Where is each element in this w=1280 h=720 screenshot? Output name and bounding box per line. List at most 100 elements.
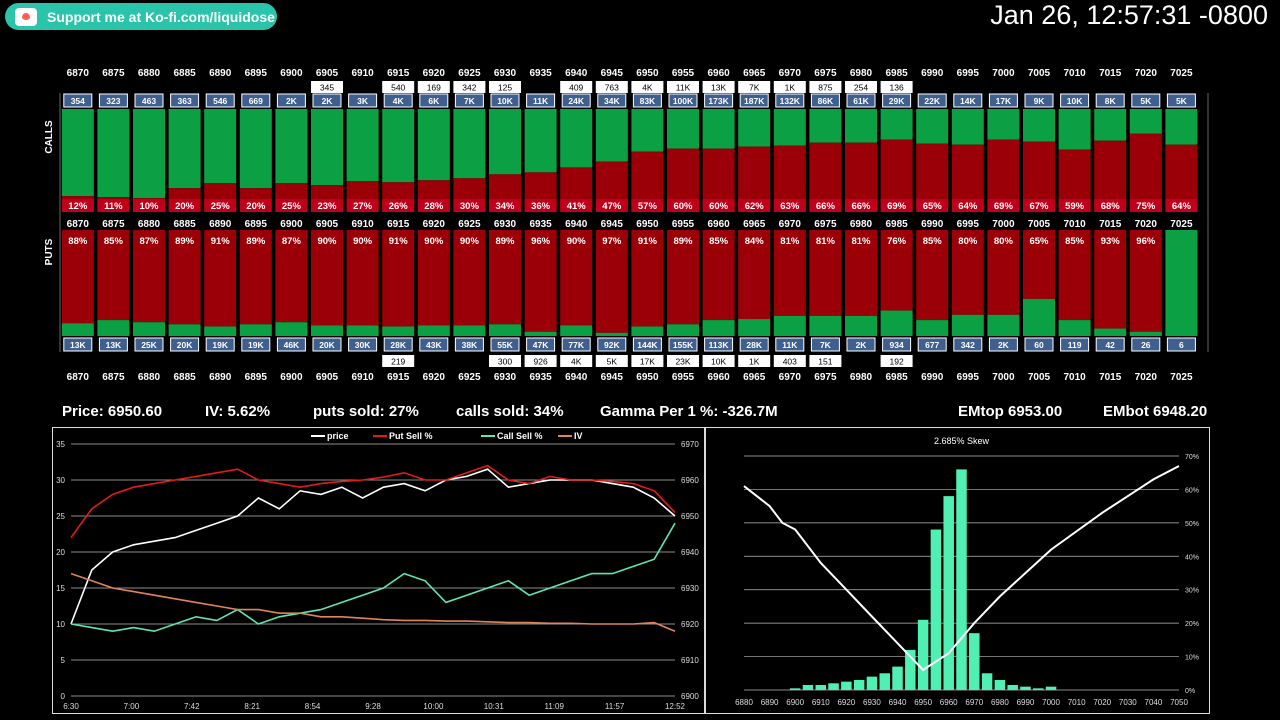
call-oi-badge <box>276 93 306 108</box>
put-bar-red <box>489 230 521 325</box>
call-pct-box <box>382 199 415 212</box>
call-oi-label: 83K <box>640 96 656 106</box>
strike-label-top: 6960 <box>707 68 730 79</box>
put-volume-box <box>738 355 771 367</box>
call-bar-red <box>845 142 877 208</box>
y-right-tick: 30% <box>1185 588 1199 595</box>
skew-line <box>743 465 1180 672</box>
call-oi-label: 10K <box>497 96 513 106</box>
skew-chart: 2.685% Skew 0% 10% 20% 30% 40% 50% 60% 70% 6880 68… <box>705 427 1210 714</box>
call-bar-green <box>453 109 486 179</box>
put-oi-label: 55K <box>497 340 513 350</box>
strike-label-top: 6950 <box>636 68 659 79</box>
skew-bar <box>802 684 814 690</box>
call-bar-green <box>382 109 415 183</box>
put-pct-label: 90% <box>460 236 480 247</box>
y-left-tick: 10 <box>56 620 65 629</box>
strike-label-bottom: 6945 <box>601 372 624 383</box>
strike-label-bottom: 6990 <box>921 372 944 383</box>
strike-label-mid: 6880 <box>138 219 161 230</box>
series-line-put-sell- <box>70 464 676 539</box>
kofi-support-label: Support me at Ko-fi.com/liquidose <box>47 8 275 25</box>
call-oi-badge <box>98 93 128 108</box>
y-left-tick: 0 <box>61 692 66 701</box>
y-right-tick: 6900 <box>681 692 699 701</box>
put-volume-label: 4K <box>571 357 582 367</box>
strike-label-top: 6955 <box>672 68 695 79</box>
call-volume-box <box>738 81 771 93</box>
skew-bar <box>866 676 878 690</box>
put-oi-label: 43K <box>426 340 442 350</box>
kofi-support-button[interactable]: Support me at Ko-fi.com/liquidose <box>5 3 277 30</box>
call-bar-red <box>773 145 806 208</box>
put-bar-red <box>560 230 593 326</box>
call-bar-red <box>1023 141 1055 208</box>
call-oi-badge <box>1095 93 1125 108</box>
x-tick: 7000 <box>1042 698 1060 707</box>
strike-label-mid: 7020 <box>1135 219 1158 230</box>
strike-label-bottom: 7015 <box>1099 372 1122 383</box>
put-oi-label: 7K <box>820 340 832 350</box>
put-bar-red <box>809 230 842 316</box>
skew-bar <box>853 679 865 690</box>
call-pct-label: 12% <box>68 201 88 212</box>
call-oi-badge <box>882 93 912 108</box>
put-bar-green <box>275 322 308 336</box>
put-oi-badge <box>988 337 1018 352</box>
strike-label-bottom: 6925 <box>458 372 481 383</box>
put-bar-green <box>631 326 664 336</box>
call-volume-label: 7K <box>749 83 760 93</box>
call-volume-label: 254 <box>854 83 868 93</box>
put-bar-red <box>1094 230 1127 329</box>
skew-bar <box>917 619 929 690</box>
call-pct-label: 23% <box>317 201 337 212</box>
put-volume-label: 192 <box>890 357 904 367</box>
skew-bar <box>1007 684 1018 690</box>
put-volume-label: 926 <box>534 357 548 367</box>
skew-bar <box>892 666 903 690</box>
x-tick: 11:09 <box>544 702 564 711</box>
put-volume-label: 10K <box>711 357 726 367</box>
call-oi-badge <box>597 93 627 108</box>
strike-label-bottom: 7025 <box>1170 372 1193 383</box>
y-right-tick: 6960 <box>681 476 699 485</box>
strike-label-bottom: 6940 <box>565 372 588 383</box>
put-oi-label: 113K <box>709 340 730 350</box>
put-oi-label: 26 <box>1141 340 1151 350</box>
call-bar-green <box>417 109 450 181</box>
put-bar-red <box>239 230 272 325</box>
strike-label-bottom: 6915 <box>387 372 410 383</box>
put-bar-red <box>204 230 237 327</box>
put-oi-label: 2K <box>998 340 1010 350</box>
call-pct-box <box>845 199 877 212</box>
call-pct-box <box>524 199 557 212</box>
put-volume-label: 5K <box>607 357 618 367</box>
put-pct-label: 84% <box>745 236 765 247</box>
strike-label-mid: 6940 <box>565 219 588 230</box>
call-oi-label: 10K <box>1067 96 1083 106</box>
call-pct-label: 25% <box>282 201 302 212</box>
call-volume-label: 136 <box>890 83 904 93</box>
put-bar-red <box>738 230 771 320</box>
put-oi-label: 30K <box>355 340 371 350</box>
put-oi-badge <box>917 337 947 352</box>
strike-label-top: 6980 <box>850 68 873 79</box>
calls-sold-stat: calls sold: 34% <box>456 403 564 420</box>
put-bar-green <box>702 320 735 336</box>
strike-label-bottom: 6895 <box>245 372 268 383</box>
strike-label-bottom: 6875 <box>102 372 125 383</box>
call-bar-green <box>595 109 628 162</box>
legend-label: IV <box>574 431 583 441</box>
call-bar-green <box>204 109 237 184</box>
call-bar-red <box>667 148 699 208</box>
put-bar-green <box>1023 298 1055 336</box>
put-pct-label: 93% <box>1101 236 1121 247</box>
put-pct-label: 90% <box>567 236 587 247</box>
put-pct-label: 85% <box>709 236 729 247</box>
strike-label-mid: 6995 <box>957 219 980 230</box>
x-tick: 6940 <box>889 698 907 707</box>
strike-label-bottom: 6900 <box>280 372 303 383</box>
x-tick: 7030 <box>1119 698 1137 707</box>
call-oi-badge <box>1060 93 1090 108</box>
call-oi-badge <box>561 93 591 108</box>
